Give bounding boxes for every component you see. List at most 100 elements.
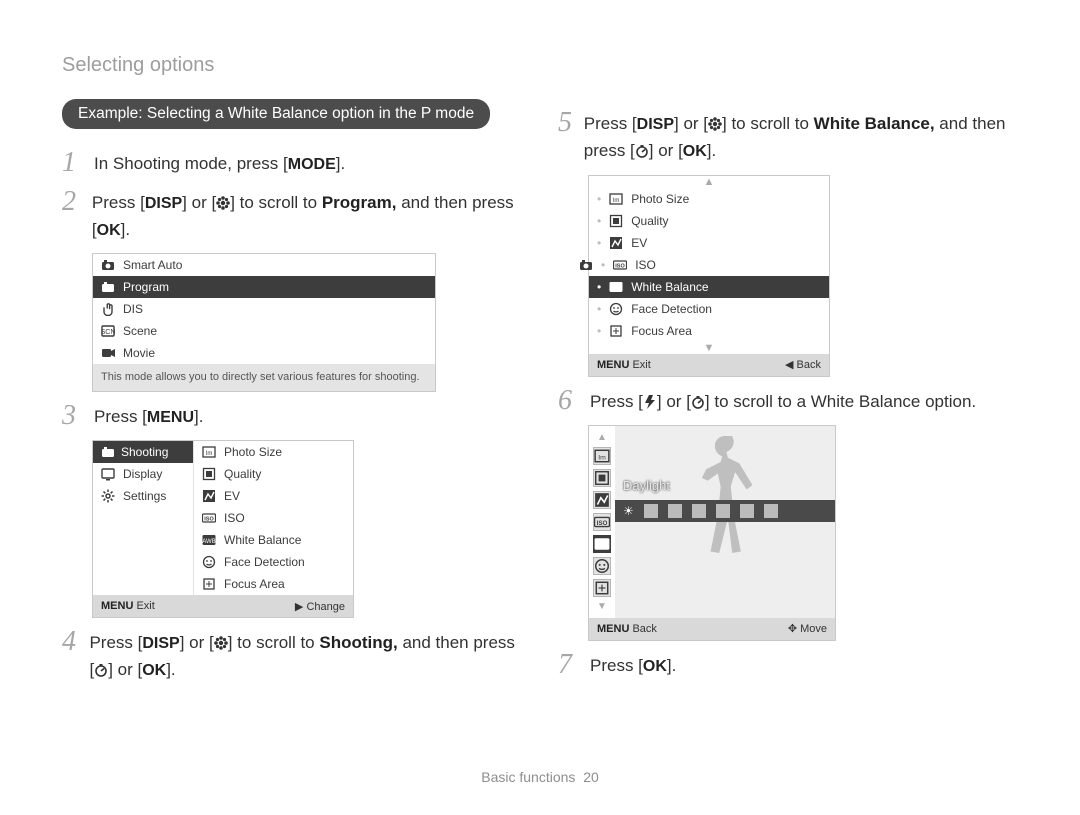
ev-icon (609, 236, 623, 250)
ok-key: OK (97, 219, 121, 244)
foot-exit: Exit (136, 600, 154, 612)
step-number: 7 (558, 651, 586, 679)
side-icon (593, 579, 611, 597)
shooting-bold: Shooting, (319, 633, 397, 652)
page-title: Selecting options (62, 54, 1018, 77)
list-item: EV (224, 489, 240, 503)
list-item: Movie (123, 346, 155, 360)
menu-screenshot: Shooting Display Settings Photo Size Qua… (92, 440, 354, 618)
tab-label: Settings (123, 489, 166, 503)
macro-icon (216, 192, 230, 206)
step-6: 6 Press [] or [] to scroll to a White Ba… (558, 387, 1018, 415)
gear-icon (101, 489, 115, 503)
tab-label: Shooting (121, 445, 168, 459)
iso-icon (202, 511, 216, 525)
shooting-menu-screenshot: ▲ •Photo Size •Quality •EV •ISO •White B… (588, 175, 830, 377)
step-number: 6 (558, 387, 586, 415)
timer-icon (691, 391, 705, 405)
foot-menu-label: MENU (101, 600, 133, 612)
program-bold: Program, (322, 193, 397, 212)
side-icon (593, 513, 611, 531)
step-2: 2 Press [DISP] or [] to scroll to Progra… (62, 188, 522, 244)
foot-move: Move (800, 623, 827, 635)
foot-menu-label: MENU (597, 623, 629, 635)
mode-list-screenshot: Smart Auto Program DIS Scene Movie This … (92, 253, 436, 391)
foot-exit: Exit (632, 359, 650, 371)
step-7: 7 Press [OK]. (558, 651, 1018, 680)
quality-icon (609, 214, 623, 228)
step-number: 1 (62, 149, 90, 177)
foot-back: Back (797, 359, 821, 371)
list-item: Smart Auto (123, 258, 182, 272)
iso-icon (613, 258, 627, 272)
foot-back: Back (632, 623, 656, 635)
side-icon (593, 491, 611, 509)
step-4: 4 Press [DISP] or [] to scroll to Shooti… (62, 628, 522, 684)
disp-key: DISP (145, 192, 182, 217)
program-icon (101, 280, 115, 294)
smart-auto-icon (101, 258, 115, 272)
photo-size-icon (609, 192, 623, 206)
dis-icon (101, 302, 115, 316)
face-icon (609, 302, 623, 316)
disp-key: DISP (142, 632, 179, 657)
ok-key: OK (643, 655, 667, 680)
caret-up-icon: ▲ (589, 176, 829, 188)
step-number: 2 (62, 188, 88, 216)
wb-icon (609, 280, 623, 294)
list-item: EV (631, 236, 647, 250)
ev-icon (202, 489, 216, 503)
camera-icon (101, 445, 115, 459)
list-item: White Balance (631, 280, 708, 294)
side-icon-column: ▲ ▼ (589, 426, 615, 618)
wb-icon (202, 533, 216, 547)
caret-down-icon: ▼ (589, 342, 829, 354)
list-item: Photo Size (224, 445, 282, 459)
tab-label: Display (123, 467, 162, 481)
focus-icon (202, 577, 216, 591)
step-5: 5 Press [DISP] or [] to scroll to White … (558, 109, 1018, 165)
photo-size-icon (202, 445, 216, 459)
list-item: Face Detection (631, 302, 712, 316)
mode-hint: This mode allows you to directly set var… (93, 364, 435, 390)
step-3: 3 Press [MENU]. (62, 402, 522, 431)
foot-arrow: ◀ (785, 359, 793, 371)
list-item: Photo Size (631, 192, 689, 206)
movie-icon (101, 346, 115, 360)
ok-key: OK (683, 140, 707, 165)
focus-icon (609, 324, 623, 338)
wb-option-strip: ☀ (615, 500, 835, 522)
foot-move-icon: ✥ (788, 623, 797, 635)
camera-icon (579, 258, 593, 272)
foot-arrow: ▶ (295, 601, 303, 613)
wb-bold: White Balance, (814, 114, 935, 133)
foot-change: Change (306, 601, 345, 613)
scene-icon (101, 324, 115, 338)
mode-key: MODE (288, 153, 336, 178)
list-item: Quality (631, 214, 668, 228)
foot-menu-label: MENU (597, 359, 629, 371)
wb-preview-screenshot: ▲ ▼ Daylight (588, 425, 836, 641)
list-item: ISO (224, 511, 245, 525)
face-icon (202, 555, 216, 569)
menu-key: MENU (147, 406, 194, 431)
list-item: Focus Area (631, 324, 692, 338)
macro-icon (214, 632, 228, 646)
timer-icon (635, 140, 649, 154)
step-1: 1 In Shooting mode, press [MODE]. (62, 149, 522, 178)
page-footer: Basic functions 20 (0, 769, 1080, 785)
example-banner: Example: Selecting a White Balance optio… (62, 99, 490, 129)
list-item: Scene (123, 324, 157, 338)
side-icon (593, 447, 611, 465)
list-item: Program (123, 280, 169, 294)
macro-icon (708, 113, 722, 127)
preview-silhouette (615, 426, 835, 566)
side-icon-selected (593, 535, 611, 553)
left-column: Example: Selecting a White Balance optio… (62, 99, 522, 684)
timer-icon (94, 659, 108, 673)
quality-icon (202, 467, 216, 481)
caret-up-icon: ▲ (597, 432, 607, 443)
right-column: 5 Press [DISP] or [] to scroll to White … (558, 99, 1018, 684)
display-icon (101, 467, 115, 481)
side-icon (593, 557, 611, 575)
